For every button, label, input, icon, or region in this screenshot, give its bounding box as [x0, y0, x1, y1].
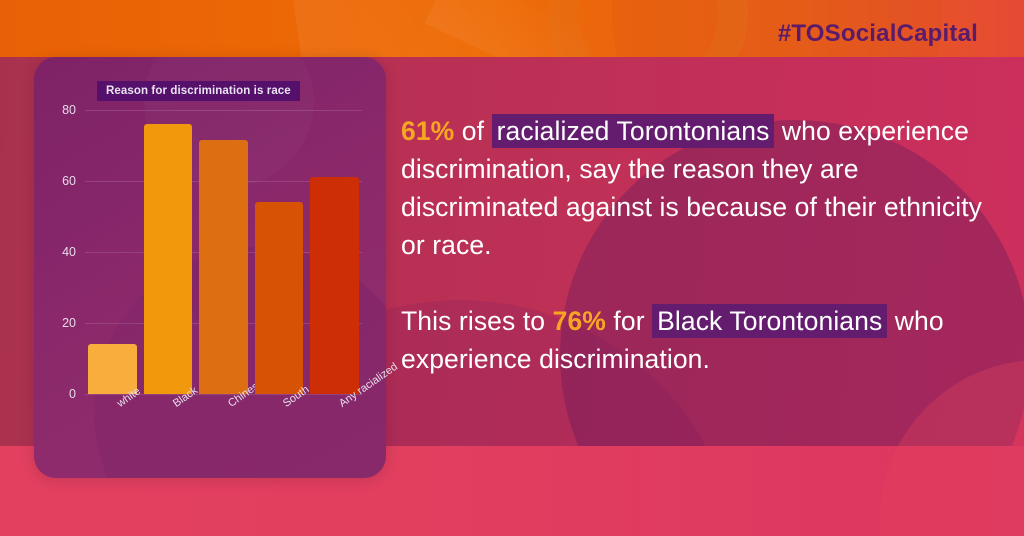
bar-white: [88, 344, 138, 394]
p2-lead: This rises to: [401, 306, 553, 336]
stat-61: 61%: [401, 116, 455, 146]
bar-south-asian: [254, 202, 304, 394]
y-axis-tick-label: 80: [62, 103, 76, 117]
y-axis-tick-label: 60: [62, 174, 76, 188]
p2-text-after: who experience discrimination.: [401, 306, 944, 374]
bar-black: [143, 124, 193, 394]
p1-highlight: racialized Torontonians: [491, 114, 775, 148]
chart-title: Reason for discrimination is race: [97, 81, 300, 101]
gridline: [85, 394, 362, 395]
y-axis-tick-label: 0: [69, 387, 76, 401]
bar-chinese: [199, 140, 248, 394]
background-orange-band: [0, 0, 1024, 57]
bar-chart-plot-area: 020406080whiteBlackChineseSouth AsianAny…: [62, 103, 400, 410]
p1-text-before: of: [454, 116, 492, 146]
y-axis-tick-label: 20: [62, 316, 76, 330]
y-axis-tick-label: 40: [62, 245, 76, 259]
p2-text-before: for: [605, 306, 653, 336]
p1-text-after: who experience discrimination, say the r…: [401, 116, 983, 260]
paragraph-two: This rises to 76% for Black Torontonians…: [401, 302, 989, 378]
paragraph-one: 61% of racialized Torontonians who exper…: [401, 112, 989, 264]
campaign-hashtag: #TOSocialCapital: [777, 20, 978, 47]
gridline: [85, 110, 362, 111]
stat-76: 76%: [552, 306, 606, 336]
bar-any-racialized: [309, 177, 359, 394]
p2-highlight: Black Torontonians: [652, 304, 888, 338]
copy-block: 61% of racialized Torontonians who exper…: [401, 112, 989, 378]
